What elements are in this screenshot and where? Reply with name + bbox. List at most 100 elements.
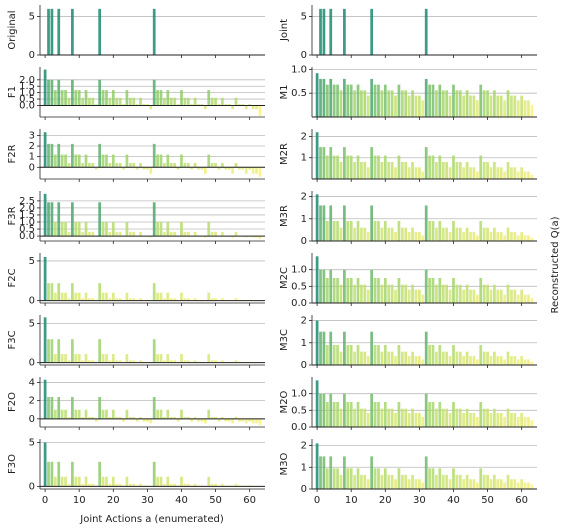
bar: [394, 479, 397, 489]
bar: [203, 236, 207, 238]
bar: [193, 231, 197, 237]
bar: [366, 479, 370, 489]
bar: [516, 417, 520, 427]
bar: [88, 483, 91, 487]
bar: [132, 417, 136, 419]
bar: [431, 221, 435, 241]
y-tick-label: 0.0: [291, 298, 307, 309]
x-tick-label: 0: [314, 495, 320, 506]
bar: [523, 171, 527, 179]
bar: [248, 418, 252, 422]
bar: [503, 482, 506, 489]
bar: [146, 418, 149, 422]
bar: [325, 468, 329, 489]
bar: [373, 468, 377, 489]
panel-label: F3O: [7, 454, 18, 474]
bar: [475, 359, 479, 365]
bar: [142, 167, 146, 170]
bar: [400, 284, 404, 303]
bar: [322, 8, 326, 56]
panel-label: F3R: [7, 206, 18, 225]
bar: [380, 351, 384, 365]
bar: [163, 163, 166, 168]
bar: [77, 221, 81, 237]
bar: [400, 90, 404, 117]
bar: [152, 202, 156, 237]
y-tick-label: 1: [301, 214, 307, 225]
panel-label: M2O: [279, 390, 290, 413]
bar: [258, 418, 262, 426]
bar: [520, 95, 524, 117]
bar: [469, 95, 472, 117]
bar: [241, 167, 245, 170]
bar: [221, 163, 224, 168]
bar: [186, 298, 190, 301]
y-tick-label: 0: [29, 481, 35, 492]
bar: [125, 476, 129, 487]
bar: [183, 163, 187, 168]
bar: [43, 69, 47, 106]
bar: [506, 351, 510, 365]
x-axis-label: Joint Actions a (enumerated): [79, 514, 224, 525]
bar: [370, 393, 374, 427]
bar: [424, 205, 428, 241]
bar: [169, 417, 173, 419]
bar: [231, 105, 234, 110]
bar: [407, 479, 411, 489]
bar: [363, 474, 367, 489]
bar: [241, 104, 245, 106]
bar: [74, 292, 78, 301]
bar: [57, 283, 61, 301]
bar: [149, 236, 153, 238]
bar: [346, 84, 350, 117]
bar: [251, 167, 255, 174]
bar: [530, 237, 534, 241]
x-tick-label: 30: [413, 495, 426, 506]
bar: [84, 354, 88, 363]
bar: [370, 8, 374, 56]
bar: [349, 84, 353, 117]
bar: [349, 468, 353, 489]
bar: [88, 163, 91, 168]
bar: [322, 456, 326, 489]
bar: [445, 161, 449, 179]
bar: [81, 417, 84, 419]
bar: [387, 161, 391, 179]
bar: [373, 221, 377, 241]
bar: [135, 167, 139, 170]
bar: [407, 356, 411, 365]
bar: [489, 232, 493, 241]
bar: [332, 278, 336, 303]
bar: [67, 97, 71, 106]
bar: [128, 163, 132, 168]
y-tick-label: 1: [301, 462, 307, 473]
bar: [424, 78, 428, 117]
bar: [496, 356, 500, 365]
bar: [128, 360, 132, 363]
bar: [424, 269, 428, 303]
bar: [360, 284, 363, 303]
bar: [47, 283, 50, 301]
bar: [455, 284, 459, 303]
bar: [418, 232, 421, 241]
bar: [60, 476, 64, 487]
bar: [115, 231, 119, 237]
bar: [513, 232, 517, 241]
bar: [255, 105, 258, 110]
bar: [383, 402, 387, 427]
bar: [105, 154, 108, 168]
bar: [418, 479, 421, 489]
bar: [142, 418, 146, 422]
bar: [510, 413, 513, 427]
bar: [322, 331, 326, 365]
bar: [258, 105, 262, 116]
bar: [394, 356, 397, 365]
bar: [411, 474, 414, 489]
bar: [343, 205, 346, 241]
bar: [186, 97, 190, 106]
bar: [472, 232, 476, 241]
bar: [122, 104, 125, 106]
bar: [428, 221, 431, 241]
y-tick-label: 1.5: [19, 210, 35, 221]
bar: [111, 154, 115, 168]
